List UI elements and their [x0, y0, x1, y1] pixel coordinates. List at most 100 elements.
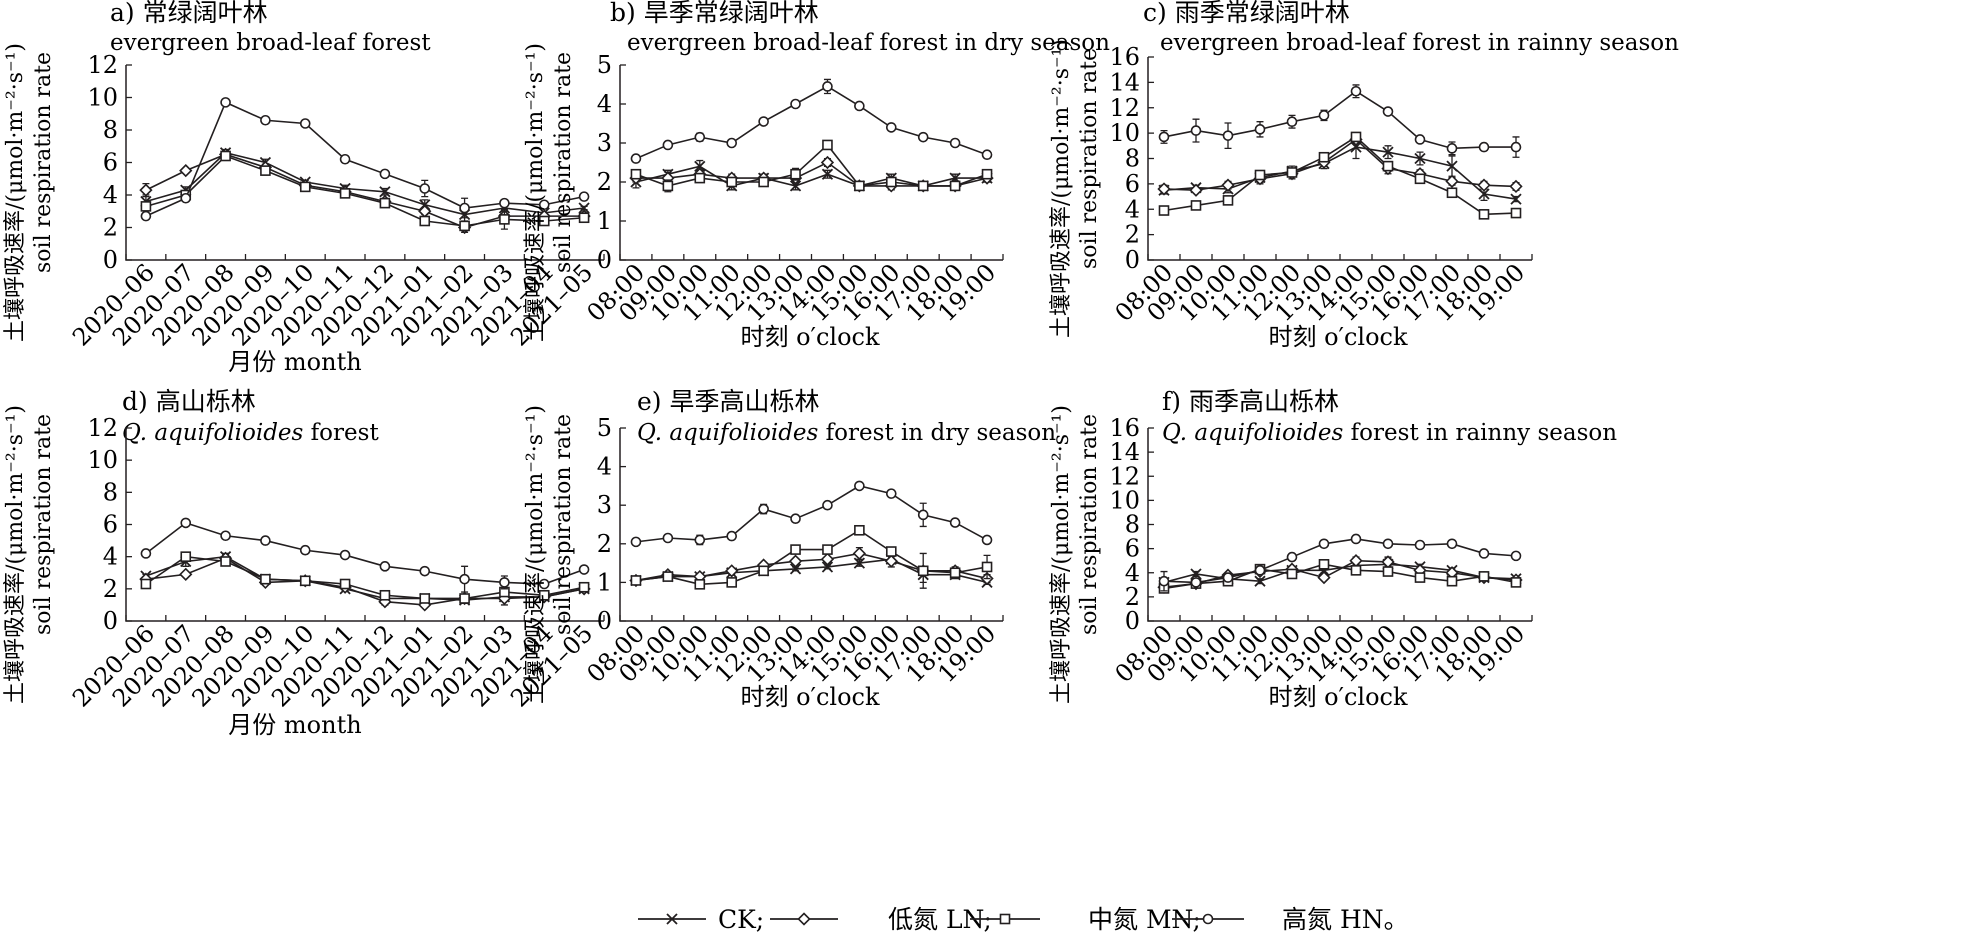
data-point — [499, 197, 510, 209]
data-point — [379, 197, 391, 209]
series-line — [1163, 538, 1517, 584]
panel-title: e) 旱季高山栎林 — [637, 387, 820, 416]
series-mn — [630, 524, 993, 590]
y-tick-label: 3 — [597, 129, 612, 157]
data-point — [499, 577, 510, 588]
legend-marker-diamond-icon — [797, 912, 811, 926]
y-axis-label-en: soil respiration rate — [31, 414, 56, 635]
y-tick-label: 4 — [597, 453, 612, 481]
data-point — [459, 573, 470, 585]
data-point — [820, 155, 835, 170]
data-point — [630, 153, 642, 164]
data-point — [1222, 195, 1234, 206]
data-point — [140, 201, 152, 212]
data-point — [917, 180, 929, 192]
y-tick-label: 1 — [597, 207, 612, 235]
series-line — [145, 101, 585, 217]
y-tick-label: 2 — [597, 530, 612, 558]
data-point — [419, 183, 431, 194]
series-mn — [630, 139, 993, 193]
data-point — [1286, 116, 1298, 128]
data-point — [1414, 134, 1426, 145]
y-tick-label: 8 — [103, 478, 118, 506]
x-axis-label: 时刻 o′clock — [740, 323, 880, 351]
axes — [1147, 57, 1532, 261]
data-point — [1381, 555, 1395, 569]
data-point — [180, 517, 192, 529]
data-point — [854, 480, 865, 492]
panel-c: c) 雨季常绿阔叶林 evergreen broad-leaf forest in… — [1049, 0, 1679, 351]
y-axis-label-en: soil respiration rate — [1077, 48, 1102, 269]
series-line — [1163, 146, 1517, 200]
y-tick-label: 0 — [103, 246, 118, 274]
panel-subtitle: Q. aquifolioides forest in rainny season — [1162, 420, 1617, 446]
data-point — [854, 524, 865, 536]
y-tick-label: 10 — [87, 84, 118, 112]
data-point — [949, 180, 961, 192]
data-point — [299, 544, 311, 556]
data-point — [981, 534, 993, 546]
series-hn — [140, 97, 590, 222]
data-point — [299, 118, 311, 129]
data-point — [917, 131, 929, 143]
data-point — [694, 172, 706, 184]
series-mn — [140, 150, 590, 232]
y-tick-label: 0 — [103, 607, 118, 635]
data-point — [379, 561, 391, 572]
y-axis-label-cn: 土壤呼吸速率/(μmol·m⁻²·s⁻¹) — [3, 43, 28, 342]
data-point — [822, 81, 833, 92]
data-point — [758, 565, 769, 577]
data-point — [419, 565, 431, 577]
data-point — [1286, 568, 1298, 580]
data-point — [1478, 548, 1490, 559]
data-point — [140, 210, 152, 222]
data-point — [1350, 533, 1362, 545]
legend-marker — [1202, 913, 1214, 925]
y-tick-label: 2 — [103, 214, 118, 242]
legend-item-mn: 中氮 MN; — [970, 905, 1201, 934]
legend-item-hn: 高氮 HN。 — [1172, 905, 1409, 934]
data-point — [1477, 178, 1491, 192]
x-axis-label: 月份 month — [228, 711, 361, 739]
data-point — [260, 573, 271, 585]
data-point — [459, 593, 470, 604]
data-point — [419, 215, 431, 227]
data-point — [260, 165, 271, 176]
y-tick-label: 2 — [1125, 221, 1140, 249]
series-line — [635, 85, 988, 160]
data-point — [1350, 565, 1362, 576]
y-axis-label-en: soil respiration rate — [1077, 414, 1102, 635]
legend-marker — [666, 913, 678, 925]
y-tick-label: 8 — [1125, 511, 1140, 539]
data-point — [1317, 570, 1331, 585]
y-axis-label-en: soil respiration rate — [551, 414, 576, 635]
panel-f: f) 雨季高山栎林 Q. aquifolioides forest in rain… — [1049, 387, 1617, 711]
y-tick-label: 2 — [103, 575, 118, 603]
data-point — [981, 149, 993, 160]
data-point — [758, 176, 769, 188]
data-point — [1446, 575, 1458, 587]
series-ln — [1157, 132, 1523, 197]
data-point — [1221, 178, 1235, 192]
y-tick-label: 0 — [597, 607, 612, 635]
data-point — [1478, 209, 1490, 220]
series-line — [1163, 135, 1517, 216]
y-tick-label: 5 — [597, 51, 612, 79]
y-tick-label: 16 — [1109, 414, 1140, 442]
data-point — [854, 100, 865, 112]
data-point — [260, 535, 271, 546]
data-point — [1446, 160, 1458, 172]
data-point — [725, 564, 739, 578]
series-line — [1163, 559, 1517, 589]
data-point — [1510, 207, 1522, 219]
legend-marker-square-icon — [999, 913, 1011, 925]
data-point — [1509, 179, 1523, 194]
y-tick-label: 16 — [1109, 43, 1140, 71]
series-line — [1163, 563, 1517, 590]
y-tick-label: 2 — [1125, 583, 1140, 611]
series-hn — [140, 517, 590, 593]
data-point — [790, 168, 801, 180]
data-point — [1286, 167, 1298, 178]
legend-label-hn: 高氮 HN。 — [1282, 905, 1409, 934]
